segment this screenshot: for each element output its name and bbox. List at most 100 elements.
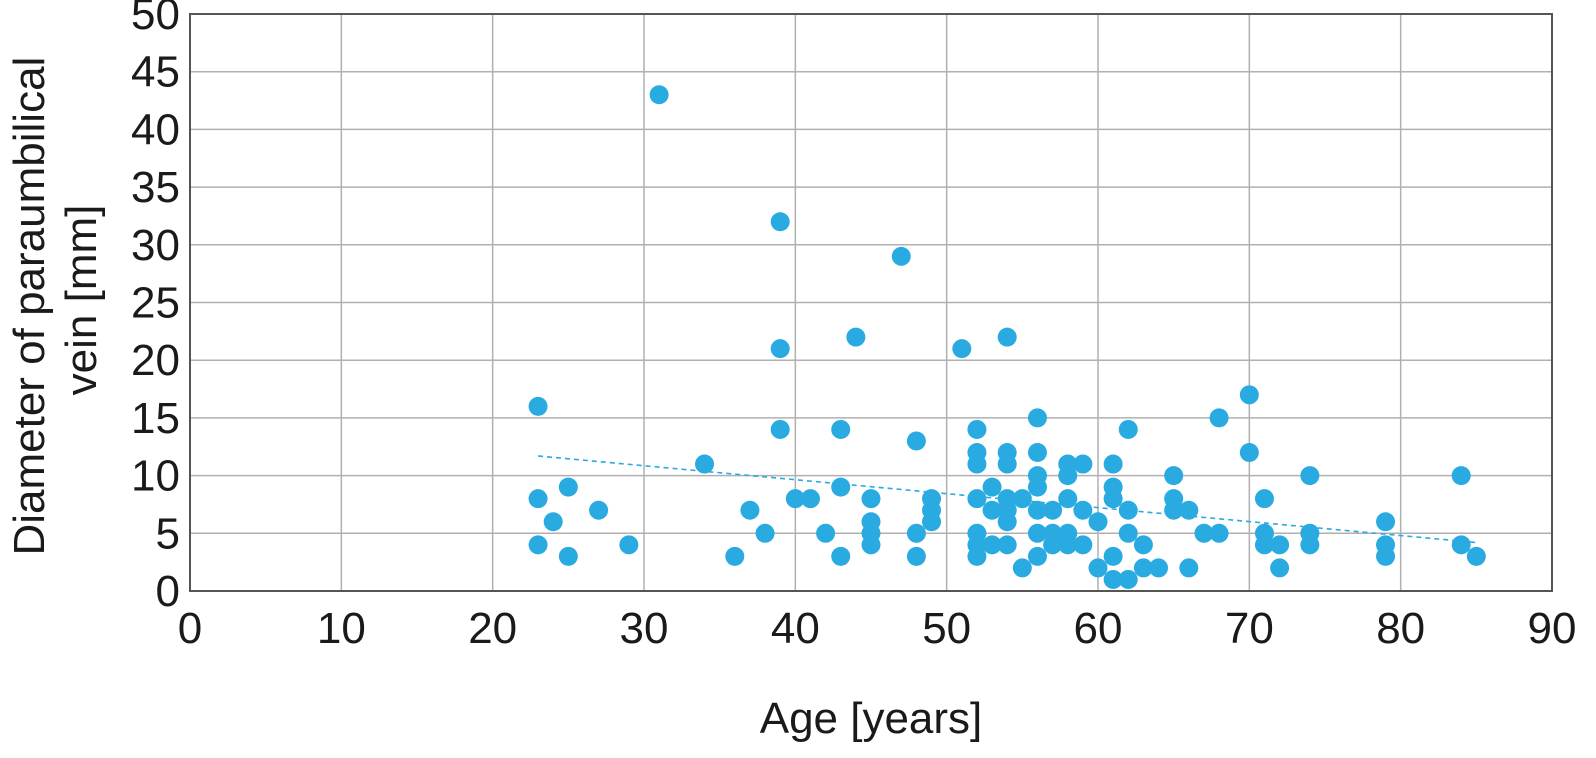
data-point xyxy=(967,489,987,509)
data-point xyxy=(906,523,926,543)
data-point xyxy=(997,327,1017,347)
y-tick-label: 40 xyxy=(131,105,180,154)
data-point xyxy=(891,246,911,266)
data-point xyxy=(770,339,790,359)
data-point xyxy=(1103,454,1123,474)
data-point xyxy=(1027,477,1047,497)
data-point xyxy=(1103,546,1123,566)
data-point xyxy=(982,535,1002,555)
data-point xyxy=(1300,535,1320,555)
data-point xyxy=(1118,419,1138,439)
y-tick-label: 25 xyxy=(131,279,180,328)
data-point xyxy=(1133,535,1153,555)
data-point xyxy=(1270,535,1290,555)
data-point xyxy=(528,396,548,416)
data-point xyxy=(982,500,1002,520)
data-point xyxy=(1451,466,1471,486)
y-tick-label: 30 xyxy=(131,221,180,270)
data-point xyxy=(1209,523,1229,543)
data-point xyxy=(1027,408,1047,428)
data-point xyxy=(1118,569,1138,589)
data-point xyxy=(967,454,987,474)
x-tick-label: 60 xyxy=(1074,604,1123,653)
data-point xyxy=(558,477,578,497)
data-point xyxy=(1133,558,1153,578)
data-point xyxy=(1149,558,1169,578)
y-axis-label: Diameter of paraumbilical vein [mm] xyxy=(5,44,106,555)
data-point xyxy=(997,454,1017,474)
data-point xyxy=(816,523,836,543)
data-point xyxy=(1254,489,1274,509)
data-point xyxy=(997,512,1017,532)
data-point xyxy=(695,454,715,474)
data-point xyxy=(1239,443,1259,463)
data-point xyxy=(1027,523,1047,543)
y-axis-ticks: 0 5 10 15 20 25 30 35 40 45 50 xyxy=(131,0,180,616)
data-point xyxy=(831,546,851,566)
data-point xyxy=(1239,385,1259,405)
data-point xyxy=(1058,466,1078,486)
y-tick-label: 20 xyxy=(131,336,180,385)
data-point xyxy=(952,339,972,359)
data-point xyxy=(1194,523,1214,543)
data-point xyxy=(967,419,987,439)
data-point xyxy=(1300,466,1320,486)
data-point xyxy=(1118,523,1138,543)
data-point xyxy=(1254,535,1274,555)
data-point xyxy=(1043,500,1063,520)
data-point xyxy=(861,535,881,555)
data-point xyxy=(906,431,926,451)
data-point xyxy=(1451,535,1471,555)
x-tick-label: 90 xyxy=(1528,604,1577,653)
data-point xyxy=(1209,408,1229,428)
data-point xyxy=(1088,558,1108,578)
data-point xyxy=(1073,535,1093,555)
data-point xyxy=(740,500,760,520)
y-tick-label: 45 xyxy=(131,48,180,97)
data-point xyxy=(967,546,987,566)
data-point xyxy=(1043,535,1063,555)
data-point xyxy=(725,546,745,566)
x-tick-label: 50 xyxy=(922,604,971,653)
data-point xyxy=(1012,558,1032,578)
data-point xyxy=(1164,500,1184,520)
data-point xyxy=(649,85,669,105)
x-tick-label: 70 xyxy=(1225,604,1274,653)
data-point xyxy=(982,477,1002,497)
x-tick-label: 20 xyxy=(468,604,517,653)
data-point xyxy=(1179,500,1199,520)
y-tick-label: 10 xyxy=(131,452,180,501)
data-point xyxy=(543,512,563,532)
data-point xyxy=(906,546,926,566)
data-point xyxy=(1118,500,1138,520)
data-point xyxy=(1073,500,1093,520)
data-point xyxy=(785,489,805,509)
data-point xyxy=(846,327,866,347)
data-point xyxy=(558,546,578,566)
y-tick-label: 35 xyxy=(131,163,180,212)
data-point xyxy=(589,500,609,520)
data-point xyxy=(1058,489,1078,509)
y-tick-label: 5 xyxy=(156,509,180,558)
data-point xyxy=(922,512,942,532)
data-point xyxy=(1103,569,1123,589)
data-points xyxy=(528,85,1486,589)
y-tick-label: 15 xyxy=(131,394,180,443)
data-point xyxy=(1012,489,1032,509)
data-point xyxy=(770,212,790,232)
data-point xyxy=(831,477,851,497)
data-point xyxy=(528,535,548,555)
x-tick-label: 0 xyxy=(178,604,202,653)
data-point xyxy=(997,535,1017,555)
data-point xyxy=(1376,512,1396,532)
x-tick-label: 80 xyxy=(1376,604,1425,653)
x-axis-label: Age [years] xyxy=(760,694,983,743)
data-point xyxy=(831,419,851,439)
x-axis-ticks: 0 10 20 30 40 50 60 70 80 90 xyxy=(178,604,1577,653)
data-point xyxy=(1376,546,1396,566)
y-tick-label: 0 xyxy=(156,567,180,616)
x-tick-label: 30 xyxy=(620,604,669,653)
data-point xyxy=(1466,546,1486,566)
